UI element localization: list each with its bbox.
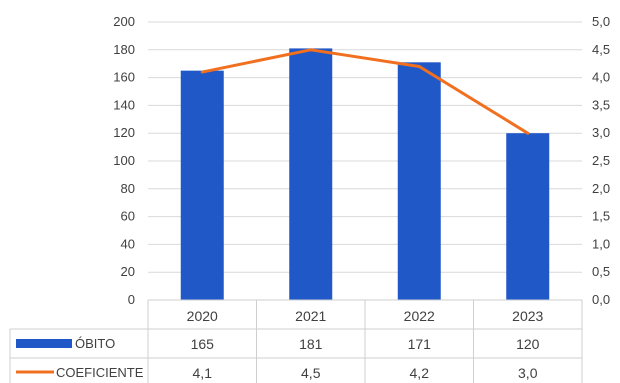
- y-right-tick-label: 4,5: [592, 42, 610, 57]
- data-label-coeficiente: 4,2: [410, 365, 430, 381]
- y-left-tick-label: 120: [113, 125, 135, 140]
- data-table: 2020 2021 2022 2023 ÓBITO 165 181 171 120 COEFICI…: [9, 299, 583, 383]
- bar: [289, 48, 333, 300]
- line-point: [526, 131, 530, 135]
- y-left-tick-label: 100: [113, 153, 135, 168]
- data-label-obito: 165: [191, 336, 215, 352]
- category-label: 2022: [404, 308, 435, 324]
- y-left-tick-label: 200: [113, 14, 135, 29]
- y-right-tick-label: 3,5: [592, 97, 610, 112]
- y-right-tick-label: 1,5: [592, 209, 610, 224]
- bar: [180, 70, 224, 301]
- bar-series: [180, 48, 550, 301]
- coeficiente-line: [201, 48, 529, 135]
- y-left-tick-label: 40: [121, 236, 135, 251]
- y-right-tick-label: 1,0: [592, 236, 610, 251]
- line-series: [200, 48, 530, 135]
- y-axis-right: 0,0 0,5 1,0 1,5 2,0 2,5 3,0 3,5 4,0 4,5 5,0: [592, 14, 610, 307]
- y-left-tick-label: 140: [113, 97, 135, 112]
- y-right-tick-label: 5,0: [592, 14, 610, 29]
- category-label: 2020: [187, 308, 218, 324]
- legend-coeficiente-label: COEFICIENTE: [56, 365, 144, 380]
- legend-obito-label: ÓBITO: [75, 336, 115, 351]
- y-right-tick-label: 4,0: [592, 70, 610, 85]
- data-label-coeficiente: 4,1: [193, 365, 213, 381]
- bar: [397, 62, 441, 301]
- y-left-tick-label: 160: [113, 70, 135, 85]
- line-point: [309, 48, 313, 52]
- data-label-obito: 181: [299, 336, 323, 352]
- y-left-tick-label: 0: [128, 292, 135, 307]
- bar: [506, 133, 550, 300]
- y-left-tick-label: 60: [121, 209, 135, 224]
- data-label-obito: 120: [516, 336, 540, 352]
- legend-bar-swatch: [16, 339, 72, 348]
- y-right-tick-label: 2,5: [592, 153, 610, 168]
- y-left-tick-label: 80: [121, 181, 135, 196]
- y-right-tick-label: 3,0: [592, 125, 610, 140]
- y-left-tick-label: 180: [113, 42, 135, 57]
- y-right-tick-label: 0,5: [592, 264, 610, 279]
- y-left-tick-label: 20: [121, 264, 135, 279]
- y-right-tick-label: 0,0: [592, 292, 610, 307]
- category-label: 2021: [295, 308, 326, 324]
- data-label-obito: 171: [408, 336, 432, 352]
- data-label-coeficiente: 4,5: [301, 365, 321, 381]
- line-point: [417, 64, 421, 68]
- y-right-tick-label: 2,0: [592, 181, 610, 196]
- data-label-coeficiente: 3,0: [518, 365, 538, 381]
- y-axis-left: 0 20 40 60 80 100 120 140 160 180 200: [113, 14, 135, 307]
- line-point: [200, 70, 204, 74]
- category-label: 2023: [512, 308, 543, 324]
